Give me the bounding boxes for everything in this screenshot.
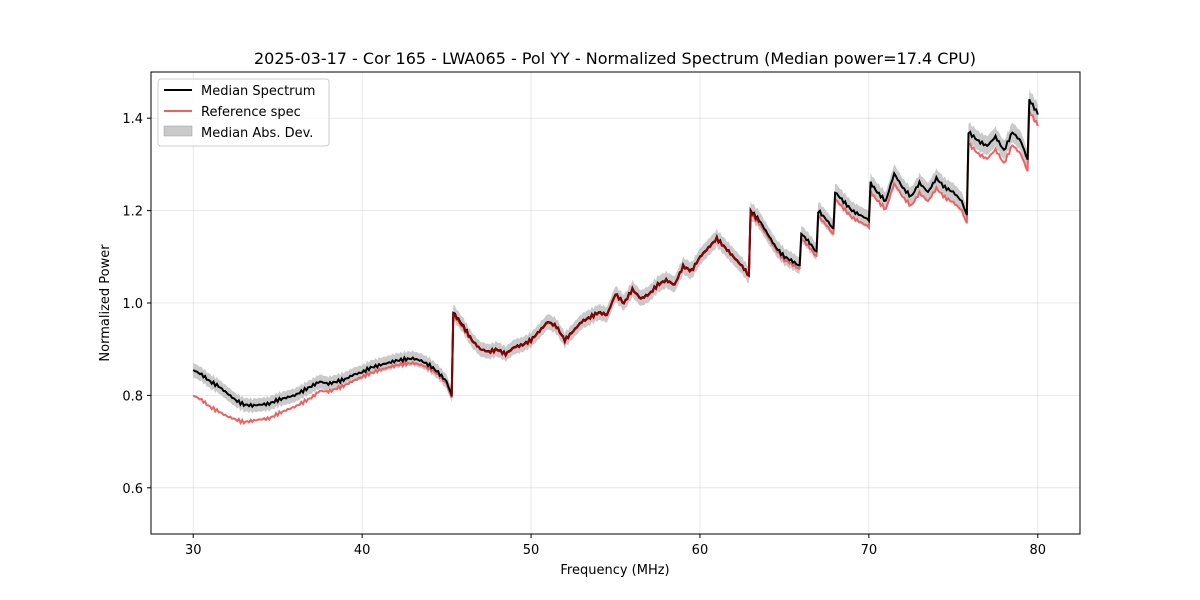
legend-band-label: Median Abs. Dev. [201, 126, 313, 141]
y-axis-ticks: 0.6 0.8 1.0 1.2 1.4 [122, 112, 151, 497]
legend-band-swatch [163, 125, 193, 137]
x-axis-ticks: 30 40 50 60 70 80 [185, 534, 1046, 558]
y-tick-label: 0.8 [122, 389, 143, 404]
y-tick-label: 1.0 [122, 297, 143, 312]
y-tick-label: 1.2 [122, 205, 143, 220]
y-axis-label: Normalized Power [98, 244, 113, 362]
x-tick-label: 50 [523, 543, 540, 558]
x-tick-label: 80 [1029, 543, 1046, 558]
legend-reference-label: Reference spec [201, 105, 301, 120]
legend-median-label: Median Spectrum [201, 84, 315, 99]
legend: Median Spectrum Reference spec Median Ab… [157, 78, 330, 147]
x-tick-label: 40 [354, 543, 371, 558]
y-tick-label: 1.4 [122, 112, 143, 127]
x-tick-label: 60 [692, 543, 709, 558]
y-tick-label: 0.6 [122, 482, 143, 497]
x-axis-label: Frequency (MHz) [560, 563, 669, 578]
legend-box [157, 78, 330, 147]
overlap-line [450, 207, 761, 397]
x-tick-label: 70 [861, 543, 878, 558]
chart-title: 2025-03-17 - Cor 165 - LWA065 - Pol YY -… [254, 49, 976, 68]
x-tick-label: 30 [185, 543, 202, 558]
plot-area [192, 89, 1039, 426]
